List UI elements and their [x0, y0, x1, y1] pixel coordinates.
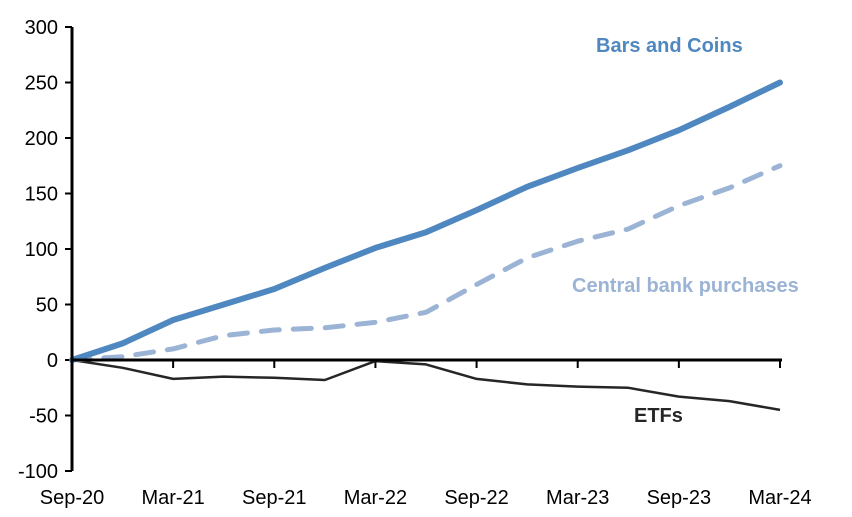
y-tick-label: -50	[29, 406, 58, 428]
x-tick-label: Sep-23	[647, 487, 712, 509]
x-tick-label: Sep-21	[242, 487, 307, 509]
y-tick-label: 100	[25, 239, 58, 261]
y-tick-label: 200	[25, 128, 58, 150]
series-label-central-bank-purchases: Central bank purchases	[572, 275, 799, 297]
series-line-central-bank-purchases	[69, 163, 783, 363]
series-line-bars-and-coins	[69, 79, 783, 363]
x-tick-label: Mar-23	[546, 487, 609, 509]
y-tick-label: 250	[25, 73, 58, 95]
series-label-bars-and-coins: Bars and Coins	[596, 35, 743, 57]
y-tick-label: 150	[25, 184, 58, 206]
x-tick-label: Mar-22	[344, 487, 407, 509]
y-tick-label: 0	[47, 350, 58, 372]
series-label-etfs: ETFs	[634, 405, 683, 427]
x-tick-label: Sep-20	[40, 487, 105, 509]
series-line-etfs	[71, 358, 781, 412]
x-tick-label: Sep-22	[444, 487, 509, 509]
x-tick-label: Mar-24	[748, 487, 811, 509]
y-tick-label: 50	[36, 295, 58, 317]
x-tick-label: Mar-21	[141, 487, 204, 509]
y-tick-label: -100	[18, 461, 58, 483]
y-tick-label: 300	[25, 17, 58, 39]
